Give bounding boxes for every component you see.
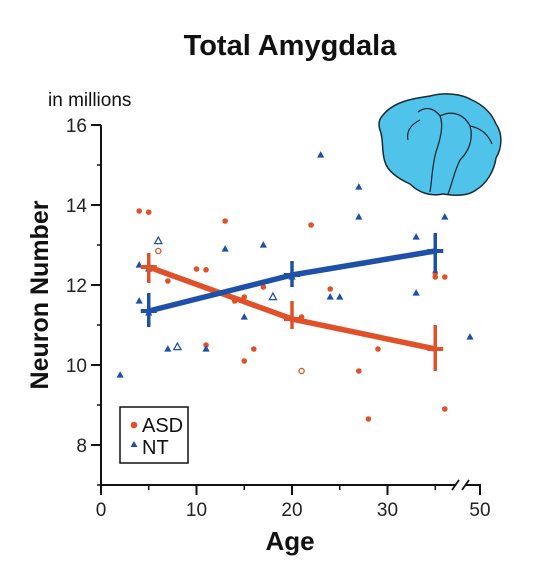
asd-point: [327, 286, 334, 292]
nt-point: [240, 313, 248, 320]
asd-point: [442, 406, 448, 412]
nt-point: [259, 241, 267, 248]
legend: ASD NT: [119, 406, 189, 464]
asd-point: [222, 218, 228, 224]
nt-point: [466, 333, 474, 340]
asd-point: [241, 358, 248, 364]
asd-point: [193, 266, 200, 272]
nt-hollow-point: [172, 341, 183, 351]
asd-point: [308, 222, 314, 228]
nt-point: [336, 293, 344, 300]
legend-box: [119, 406, 189, 464]
y-tick-label: 16: [66, 116, 87, 137]
y-tick-label: 8: [76, 436, 87, 457]
x-tick-label: 50: [469, 500, 490, 521]
nt-point: [441, 213, 449, 220]
nt-point: [412, 289, 420, 296]
asd-point: [432, 274, 439, 280]
nt-point: [355, 213, 363, 220]
asd-point: [251, 346, 257, 352]
nt-point: [164, 345, 172, 352]
chart-title: Total Amygdala: [184, 30, 398, 62]
asd-point: [260, 284, 267, 290]
asd-point: [203, 267, 209, 273]
x-tick-label: 30: [377, 500, 398, 521]
asd-point: [356, 368, 362, 374]
nt-point: [135, 297, 143, 304]
axis-break-mark: [451, 479, 460, 491]
nt-point: [317, 151, 325, 158]
nt-point: [412, 233, 420, 240]
y-tick-label: 10: [66, 356, 87, 377]
asd-hollow-point: [155, 247, 162, 255]
y-tick-label: 14: [66, 196, 88, 217]
legend-marker-asd: [130, 421, 138, 429]
asd-hollow-point: [298, 367, 305, 375]
nt-point: [355, 183, 363, 190]
legend-label-nt: NT: [142, 437, 169, 459]
nt-point: [326, 293, 334, 300]
asd-point: [375, 346, 381, 352]
legend-marker-nt: [130, 441, 138, 447]
nt-hollow-point: [268, 291, 278, 301]
x-axis-label: Age: [265, 526, 314, 556]
nt-point: [202, 345, 210, 352]
asd-point: [203, 342, 209, 348]
asd-point: [442, 274, 448, 280]
axis-break-mark: [461, 479, 470, 491]
nt-point: [221, 245, 229, 252]
data-marks: [116, 151, 474, 422]
amygdala-brain-icon: [378, 93, 502, 196]
nt-hollow-point: [153, 235, 164, 245]
x-tick-label: 10: [186, 500, 207, 521]
x-tick-label: 0: [96, 500, 107, 521]
asd-point: [365, 416, 372, 422]
axes: 8 10 12 14 16 0 10 20 30 50: [66, 116, 491, 521]
asd-point: [145, 209, 152, 215]
y-tick-label: 12: [66, 276, 87, 297]
asd-point: [165, 278, 171, 284]
units-label: in millions: [48, 90, 131, 111]
y-axis-label: Neuron Number: [26, 200, 54, 389]
nt-point: [116, 371, 124, 378]
legend-label-asd: ASD: [142, 415, 183, 437]
asd-point: [136, 208, 142, 214]
x-tick-label: 20: [281, 500, 302, 521]
